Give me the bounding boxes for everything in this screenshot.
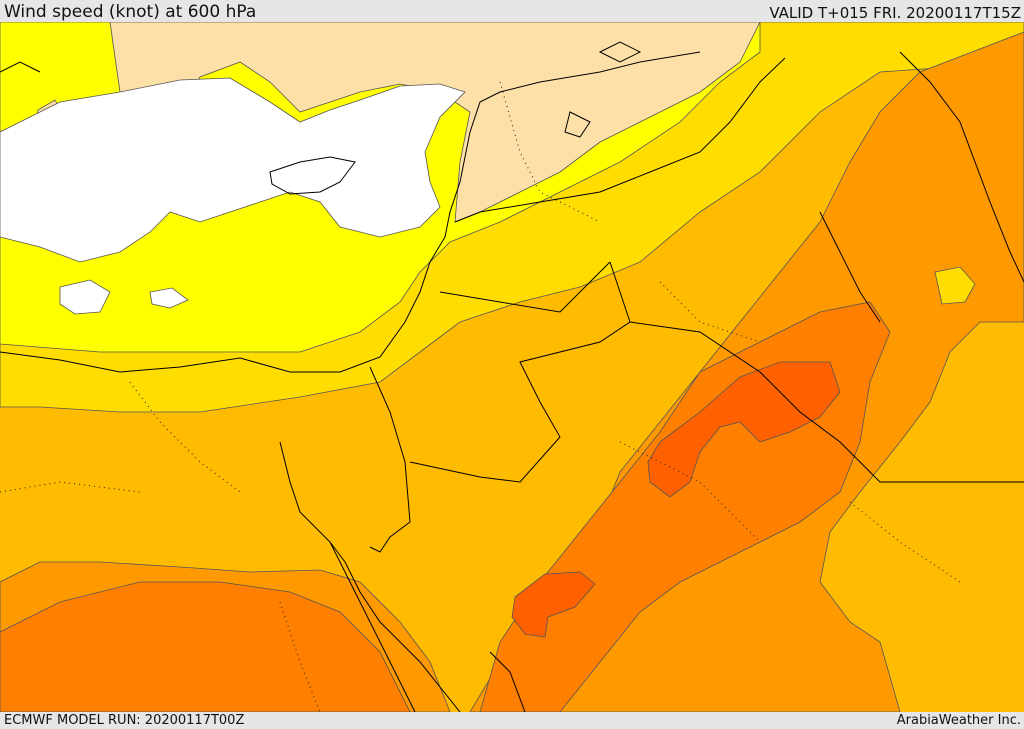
valid-time: VALID T+015 FRI. 20200117T15Z — [769, 4, 1021, 22]
shade-calm-patch-2 — [149, 287, 189, 309]
dotted-borders — [0, 81, 961, 712]
map-title: Wind speed (knot) at 600 hPa — [4, 2, 257, 22]
credit-label: ArabiaWeather Inc. — [896, 713, 1021, 728]
header-bar: Wind speed (knot) at 600 hPa VALID T+015… — [0, 0, 1024, 22]
coastlines — [0, 41, 1024, 712]
footer-bar: ECMWF MODEL RUN: 20200117T00Z ArabiaWeat… — [0, 712, 1024, 729]
model-run-label: ECMWF MODEL RUN: 20200117T00Z — [4, 713, 245, 728]
shade-calm-sea — [0, 77, 466, 263]
shade-strongest-core-1 — [647, 361, 841, 498]
shade-calm-patch-1 — [59, 279, 111, 315]
shade-fresh-patch-east — [934, 266, 976, 305]
wind-speed-map — [0, 22, 1024, 712]
shade-strongest-core-2 — [511, 571, 596, 638]
shade-very-strong-south — [0, 581, 411, 712]
